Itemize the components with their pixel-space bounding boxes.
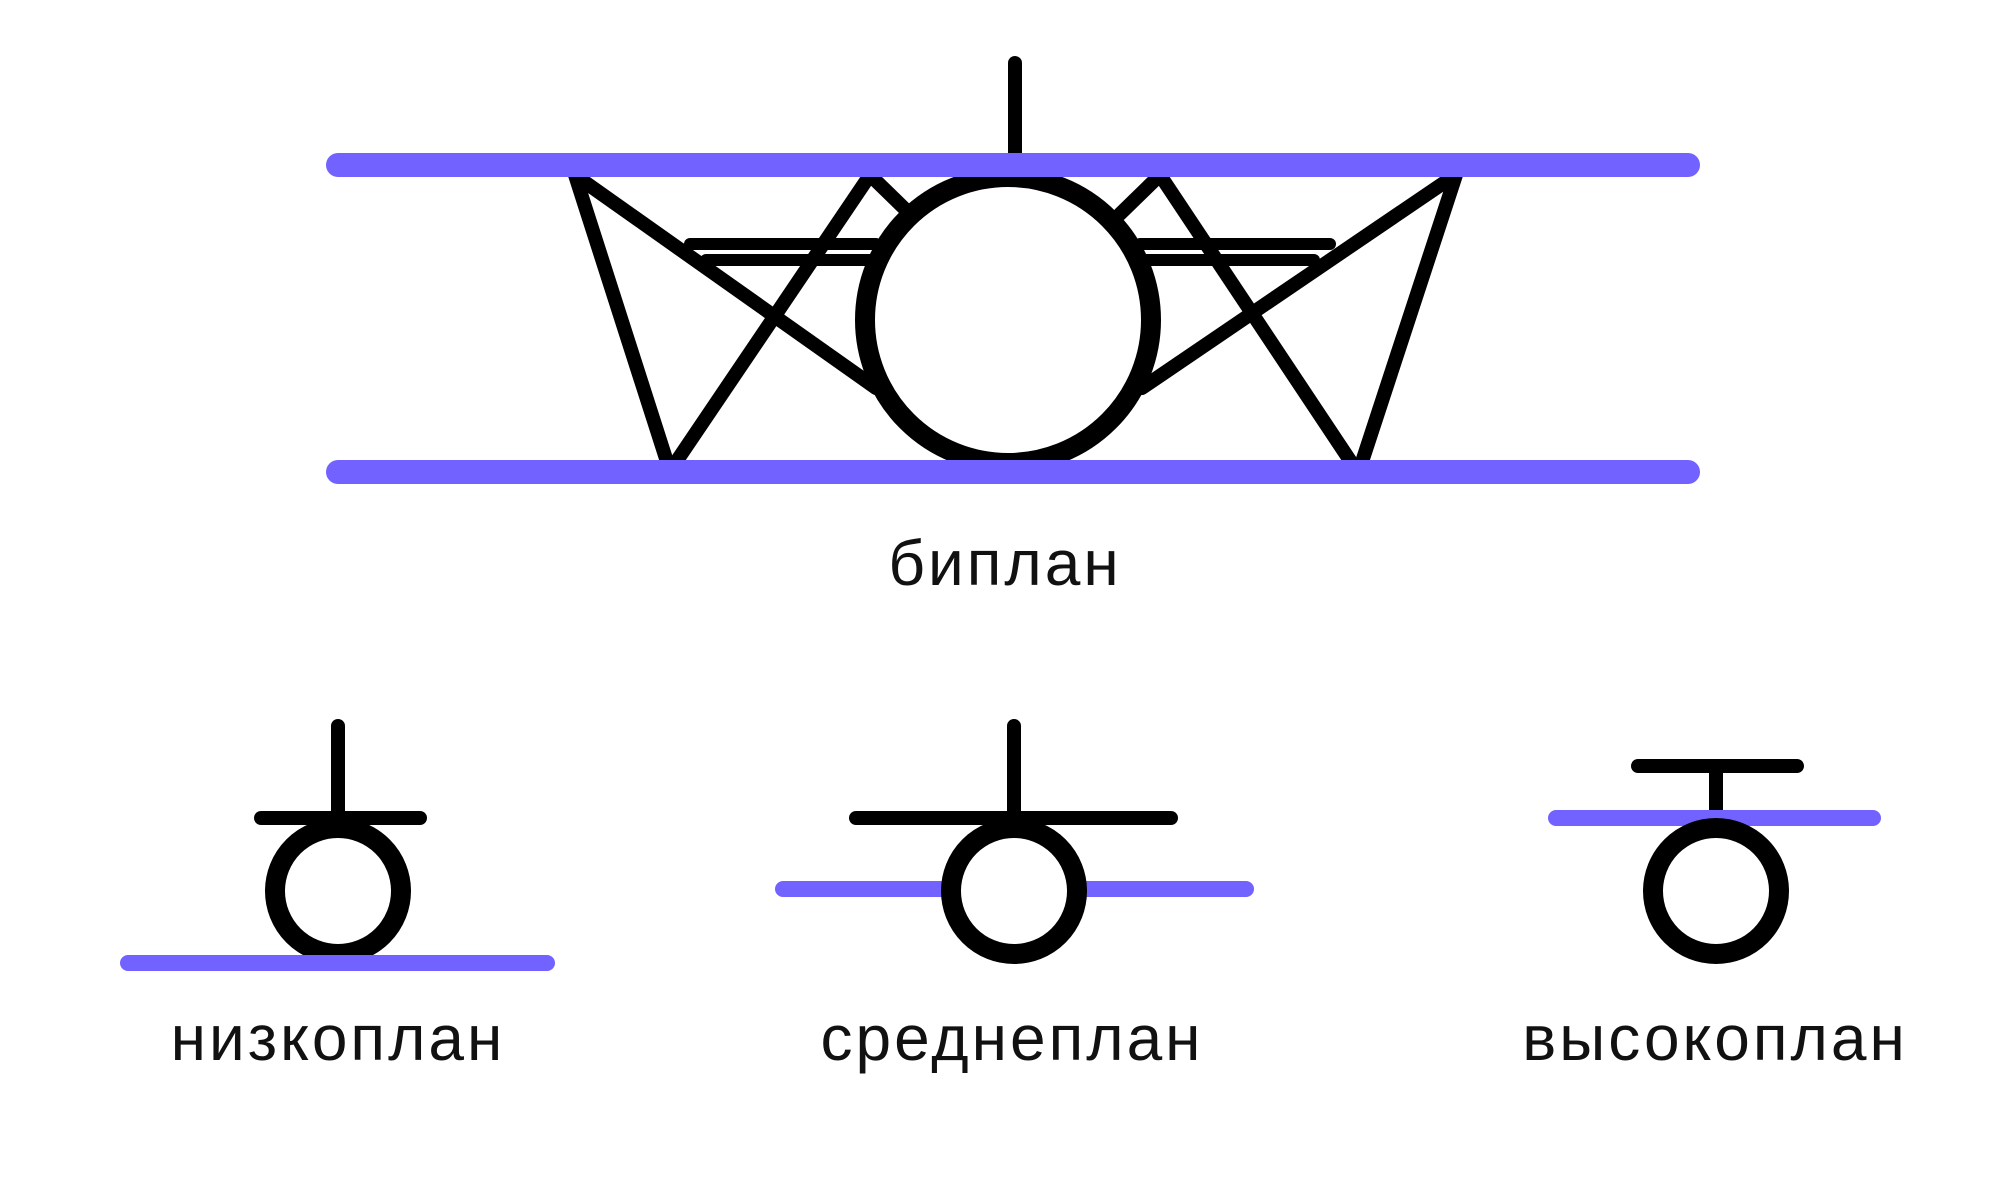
mid-wing-diagram: среднеплан <box>775 719 1254 1074</box>
right-outer-strut <box>1353 168 1463 475</box>
low-wing-fuselage <box>265 818 411 964</box>
biplane-label: биплан <box>888 527 1121 599</box>
high-wing-label: высокоплан <box>1522 1002 1908 1074</box>
mid-wing-label: среднеплан <box>821 1002 1204 1074</box>
right-diagonal-brace <box>1135 171 1458 395</box>
high-wing-fuselage <box>1643 818 1789 964</box>
biplane-diagram: биплан <box>326 56 1700 599</box>
mid-wing-fuselage <box>941 818 1087 964</box>
biplane-struts <box>568 168 1463 475</box>
left-outer-strut <box>568 168 676 475</box>
left-interplane-strut <box>665 168 877 475</box>
biplane-fuselage <box>855 167 1161 473</box>
left-diagonal-brace <box>572 171 883 395</box>
low-wing-diagram: низкоплан <box>120 719 555 1074</box>
high-wing-diagram: высокоплан <box>1522 759 1908 1074</box>
low-wing-label: низкоплан <box>171 1002 506 1074</box>
right-cabane-brace <box>1113 168 1167 221</box>
left-cabane-brace <box>863 168 917 221</box>
right-interplane-strut <box>1153 168 1362 475</box>
